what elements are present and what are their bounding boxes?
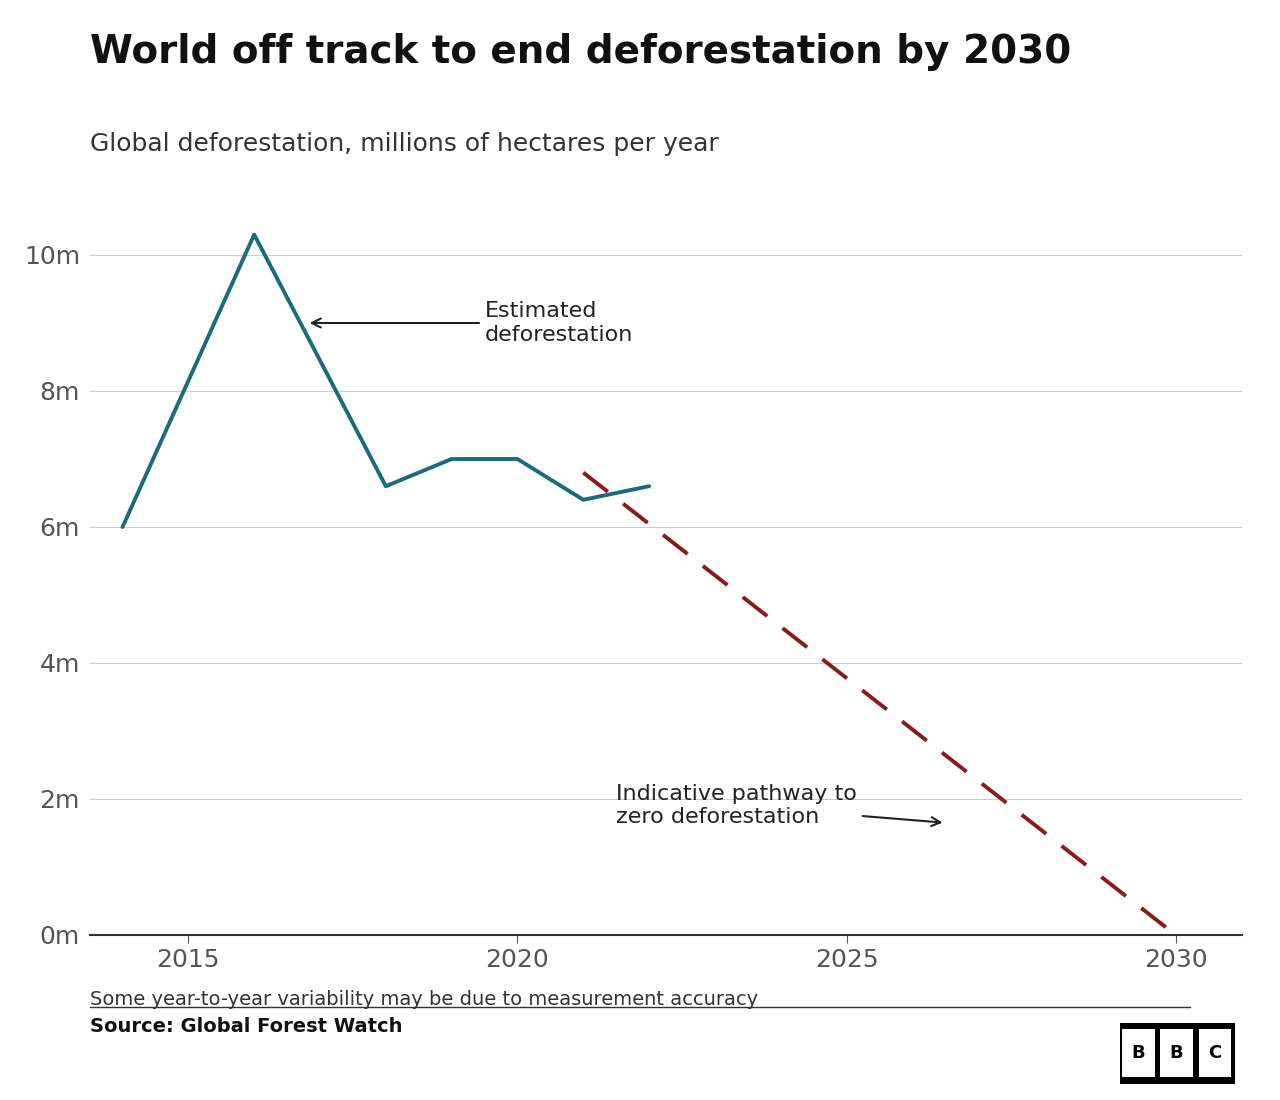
Bar [1121,1030,1155,1078]
Text: Indicative pathway to
zero deforestation: Indicative pathway to zero deforestation [616,784,941,827]
Text: Global deforestation, millions of hectares per year: Global deforestation, millions of hectar… [90,132,718,156]
Text: Some year-to-year variability may be due to measurement accuracy: Some year-to-year variability may be due… [90,990,758,1009]
Text: World off track to end deforestation by 2030: World off track to end deforestation by … [90,33,1071,72]
Text: Estimated
deforestation: Estimated deforestation [312,301,632,344]
Text: B: B [1132,1044,1146,1063]
Bar [1199,1030,1231,1078]
Bar [1160,1030,1193,1078]
Text: Source: Global Forest Watch: Source: Global Forest Watch [90,1018,402,1036]
Text: B: B [1170,1044,1184,1063]
Text: C: C [1208,1044,1221,1063]
